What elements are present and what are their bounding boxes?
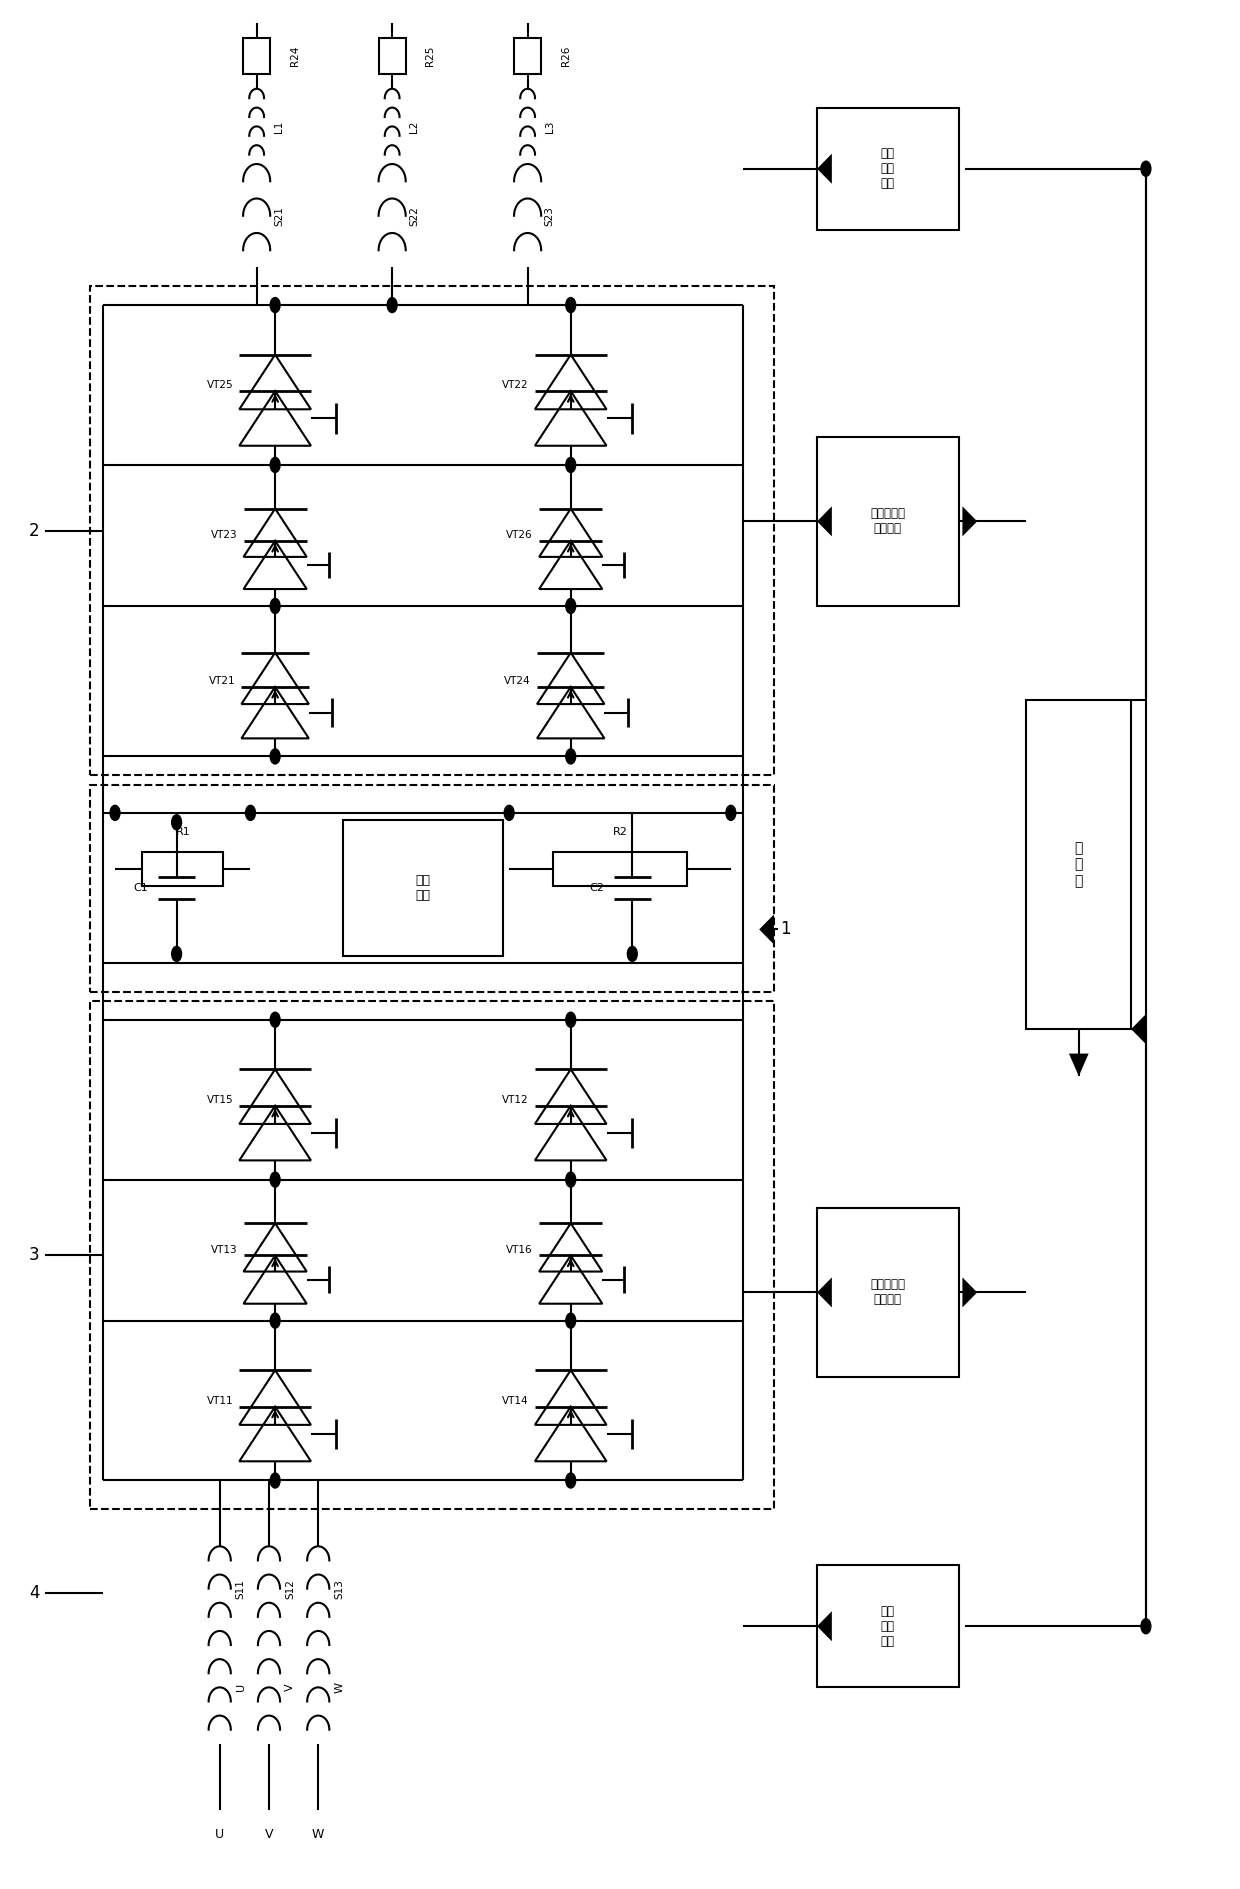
Circle shape [110,805,120,820]
Text: S22: S22 [409,206,419,225]
Bar [91,1001,774,1509]
Bar [378,38,405,74]
Text: 驱动隔离、
保护电路: 驱动隔离、 保护电路 [870,1279,905,1307]
Circle shape [565,1171,575,1186]
Text: S13: S13 [335,1579,345,1598]
Circle shape [171,946,181,962]
Circle shape [246,805,255,820]
Text: C1: C1 [134,882,149,893]
Text: 1: 1 [780,920,791,939]
Text: V: V [264,1829,273,1842]
Text: L1: L1 [274,121,284,132]
Circle shape [565,1013,575,1028]
Polygon shape [1069,1054,1089,1077]
Circle shape [1141,161,1151,176]
Text: U: U [236,1683,246,1691]
Text: C2: C2 [589,882,604,893]
Bar [343,820,503,956]
Polygon shape [817,506,832,536]
Bar [143,852,223,886]
Text: 4: 4 [29,1585,40,1602]
Bar [817,1207,959,1377]
Circle shape [565,748,575,763]
Polygon shape [962,506,977,536]
Bar [243,38,270,74]
Circle shape [270,457,280,472]
Circle shape [505,805,515,820]
Circle shape [565,298,575,312]
Circle shape [565,1313,575,1328]
Bar [817,108,959,230]
Circle shape [270,748,280,763]
Text: VT15: VT15 [207,1094,233,1105]
Text: 控
制
器: 控 制 器 [1075,841,1083,888]
Polygon shape [759,914,774,944]
Circle shape [565,599,575,614]
Text: S12: S12 [285,1579,295,1598]
Bar [91,287,774,774]
Text: VT22: VT22 [502,380,528,389]
Text: R25: R25 [425,45,435,66]
Text: R2: R2 [613,827,627,837]
Bar [817,1566,959,1687]
Text: VT24: VT24 [505,676,531,686]
Circle shape [270,298,280,312]
Text: L2: L2 [409,121,419,132]
Text: 2: 2 [29,521,40,540]
Text: W: W [335,1681,345,1693]
Bar [1027,701,1131,1030]
Circle shape [627,946,637,962]
Text: W: W [312,1829,325,1842]
Text: L3: L3 [544,121,554,132]
Text: R1: R1 [175,827,190,837]
Polygon shape [817,1611,832,1642]
Circle shape [270,599,280,614]
Text: R26: R26 [560,45,570,66]
Circle shape [725,805,735,820]
Text: 3: 3 [29,1247,40,1264]
Circle shape [270,1171,280,1186]
Bar [91,784,774,992]
Circle shape [565,457,575,472]
Text: 制动
单元: 制动 单元 [415,875,430,903]
Text: 信号
采集
电路: 信号 采集 电路 [880,1606,895,1647]
Text: S23: S23 [544,206,554,225]
Text: VT12: VT12 [502,1094,528,1105]
Text: VT26: VT26 [506,531,533,540]
Circle shape [565,1473,575,1489]
Text: VT13: VT13 [211,1245,237,1254]
Text: R24: R24 [290,45,300,66]
Text: VT21: VT21 [208,676,236,686]
Circle shape [270,1313,280,1328]
Text: VT11: VT11 [207,1396,233,1405]
Text: VT14: VT14 [502,1396,528,1405]
Text: VT25: VT25 [207,380,233,389]
Polygon shape [962,1277,977,1307]
Text: V: V [285,1683,295,1691]
Bar [817,436,959,606]
Polygon shape [817,153,832,183]
Polygon shape [1131,1014,1146,1045]
Text: 信号
采集
电路: 信号 采集 电路 [880,147,895,191]
Bar [515,38,541,74]
Polygon shape [817,1277,832,1307]
Text: 驱动隔离、
保护电路: 驱动隔离、 保护电路 [870,508,905,535]
Circle shape [1141,1619,1151,1634]
Circle shape [270,1013,280,1028]
Circle shape [270,1473,280,1489]
Text: S21: S21 [274,206,284,225]
Text: VT16: VT16 [506,1245,533,1254]
Text: VT23: VT23 [211,531,237,540]
Text: S11: S11 [236,1579,246,1598]
Bar [553,852,687,886]
Text: U: U [216,1829,224,1842]
Circle shape [387,298,397,312]
Circle shape [171,814,181,829]
